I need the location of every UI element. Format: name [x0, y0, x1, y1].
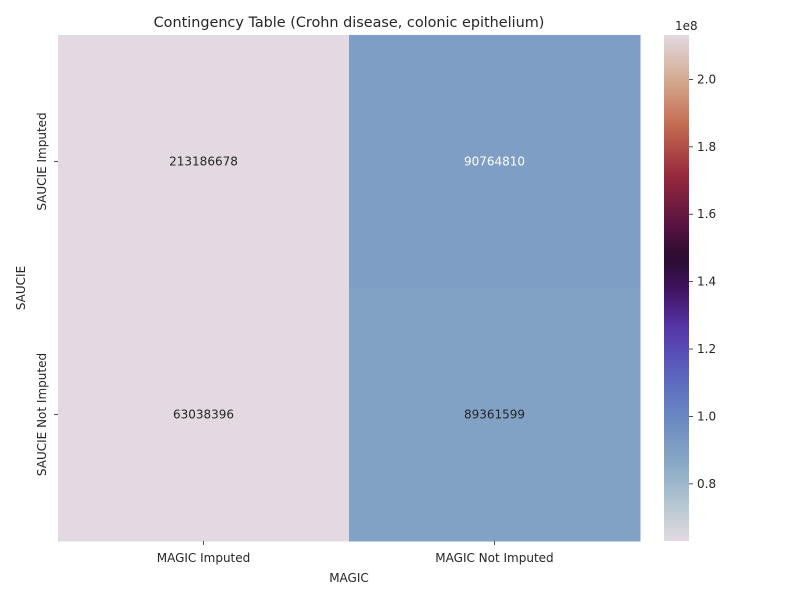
cell-value-label: 90764810 — [464, 155, 525, 169]
heatmap-cell — [58, 35, 350, 289]
x-tick-label: MAGIC Not Imputed — [435, 551, 553, 565]
y-tick-label: SAUCIE Imputed — [35, 112, 49, 210]
y-axis-label: SAUCIE — [14, 266, 28, 310]
colorbar-ticks: 0.8 1.0 1.2 1.4 1.6 1.8 2.0 — [689, 72, 716, 491]
heatmap-cells — [58, 35, 641, 542]
colorbar-tick-label: 1.6 — [697, 207, 716, 221]
colorbar-tick-label: 2.0 — [697, 72, 716, 86]
colorbar-tick-label: 0.8 — [697, 477, 716, 491]
cell-annotations: 213186678 90764810 63038396 89361599 — [169, 155, 525, 422]
y-tick-label: SAUCIE Not Imputed — [35, 353, 49, 476]
cell-value-label: 89361599 — [464, 408, 525, 422]
chart-title: Contingency Table (Crohn disease, coloni… — [154, 15, 545, 31]
cell-value-label: 63038396 — [173, 408, 234, 422]
colorbar-tick-label: 1.4 — [697, 275, 716, 289]
x-axis-label: MAGIC — [329, 571, 369, 585]
y-axis-ticks: SAUCIE Imputed SAUCIE Not Imputed — [35, 112, 58, 476]
heatmap-cell — [58, 288, 350, 542]
colorbar-tick-label: 1.0 — [697, 409, 716, 423]
heatmap-cell — [349, 288, 641, 542]
colorbar — [664, 35, 689, 541]
colorbar-tick-label: 1.8 — [697, 140, 716, 154]
x-tick-label: MAGIC Imputed — [157, 551, 251, 565]
heatmap-cell — [349, 35, 641, 289]
cell-value-label: 213186678 — [169, 155, 238, 169]
x-axis-ticks: MAGIC Imputed MAGIC Not Imputed — [157, 541, 554, 565]
colorbar-tick-label: 1.2 — [697, 342, 716, 356]
colorbar-multiplier: 1e8 — [675, 19, 698, 33]
